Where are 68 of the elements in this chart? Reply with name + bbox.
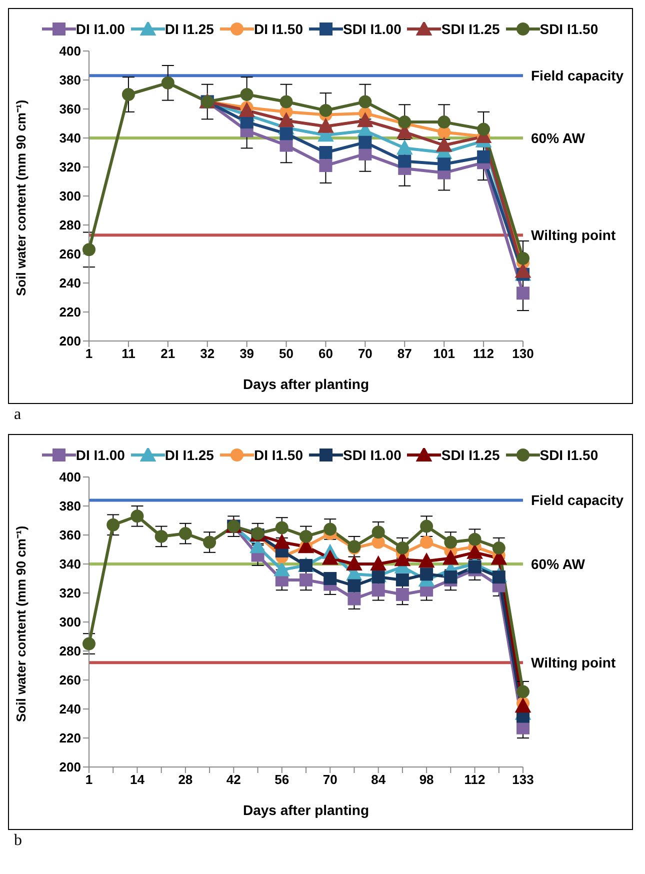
legend-label: SDI I1.50 bbox=[540, 21, 598, 37]
y-tick-label: 240 bbox=[59, 276, 81, 291]
x-tick-label: 32 bbox=[200, 346, 215, 362]
y-tick-label: 360 bbox=[59, 528, 81, 543]
legend-label: SDI I1.00 bbox=[342, 21, 402, 37]
y-tick-label: 340 bbox=[59, 556, 81, 572]
x-tick-label: 112 bbox=[464, 772, 486, 788]
y-axis-title: Soil water content (mm 90 cm⁻¹) bbox=[14, 100, 29, 296]
y-tick-label: 300 bbox=[59, 614, 81, 630]
x-tick-label: 87 bbox=[397, 346, 412, 362]
x-tick-label: 60 bbox=[318, 346, 333, 362]
x-tick-label: 101 bbox=[433, 346, 455, 362]
y-tick-label: 260 bbox=[59, 672, 81, 688]
x-tick-label: 39 bbox=[240, 346, 254, 362]
x-tick-label: 70 bbox=[322, 772, 338, 788]
legend-label: DI I1.00 bbox=[76, 447, 125, 463]
y-tick-label: 400 bbox=[59, 44, 81, 59]
x-tick-label: 130 bbox=[512, 346, 534, 362]
legend-label: DI I1.25 bbox=[164, 21, 214, 37]
ref-line-label: Wilting point bbox=[531, 227, 616, 244]
text: a bbox=[14, 406, 22, 424]
x-tick-label: 70 bbox=[358, 346, 372, 362]
y-tick-label: 220 bbox=[59, 730, 81, 746]
y-tick-label: 260 bbox=[59, 246, 81, 262]
x-tick-label: 112 bbox=[473, 346, 494, 362]
y-tick-label: 220 bbox=[59, 304, 81, 320]
x-tick-label: 21 bbox=[160, 346, 176, 362]
y-tick-label: 240 bbox=[59, 702, 81, 717]
ref-line-label: 60% AW bbox=[531, 130, 586, 146]
x-tick-label: 14 bbox=[130, 772, 146, 788]
legend-label: SDI I1.50 bbox=[540, 447, 598, 463]
legend-label: DI I1.50 bbox=[254, 447, 303, 463]
legend-label: DI I1.25 bbox=[164, 447, 214, 463]
y-tick-label: 340 bbox=[59, 130, 81, 146]
y-tick-label: 380 bbox=[59, 498, 81, 514]
x-axis-title: Days after planting bbox=[242, 376, 370, 392]
x-tick-label: 28 bbox=[178, 772, 193, 788]
y-tick-label: 320 bbox=[59, 160, 81, 175]
y-tick-label: 400 bbox=[59, 470, 81, 485]
legend-label: DI I1.00 bbox=[76, 21, 125, 37]
x-tick-label: 133 bbox=[512, 772, 534, 788]
x-axis-title: Days after planting bbox=[242, 802, 370, 818]
legend-label: SDI I1.00 bbox=[342, 447, 402, 463]
y-tick-label: 320 bbox=[59, 586, 81, 601]
x-tick-label: 50 bbox=[279, 346, 294, 362]
y-tick-label: 360 bbox=[59, 102, 81, 117]
x-tick-label: 42 bbox=[226, 772, 241, 788]
y-tick-label: 200 bbox=[59, 334, 81, 349]
y-tick-label: 300 bbox=[59, 188, 81, 204]
x-tick-label: 1 bbox=[85, 772, 93, 788]
x-tick-label: 11 bbox=[122, 346, 136, 362]
y-tick-label: 280 bbox=[59, 644, 81, 659]
x-tick-label: 98 bbox=[419, 772, 434, 788]
ref-line-label: Field capacity bbox=[531, 68, 624, 84]
ref-line-label: 60% AW bbox=[531, 556, 586, 572]
ref-line-label: Wilting point bbox=[531, 654, 616, 671]
y-tick-label: 380 bbox=[59, 72, 81, 88]
x-tick-label: 84 bbox=[371, 772, 386, 788]
ref-line-label: Field capacity bbox=[531, 492, 624, 508]
legend-label: SDI I1.25 bbox=[441, 21, 500, 37]
y-tick-label: 280 bbox=[59, 218, 81, 233]
text: b bbox=[14, 832, 23, 850]
x-tick-label: 56 bbox=[274, 772, 290, 788]
x-tick-label: 1 bbox=[85, 346, 93, 362]
y-tick-label: 200 bbox=[59, 760, 81, 775]
y-axis-title: Soil water content (mm 90 cm⁻¹) bbox=[14, 526, 29, 722]
legend-label: SDI I1.25 bbox=[441, 447, 500, 463]
legend-label: DI I1.50 bbox=[254, 21, 303, 37]
